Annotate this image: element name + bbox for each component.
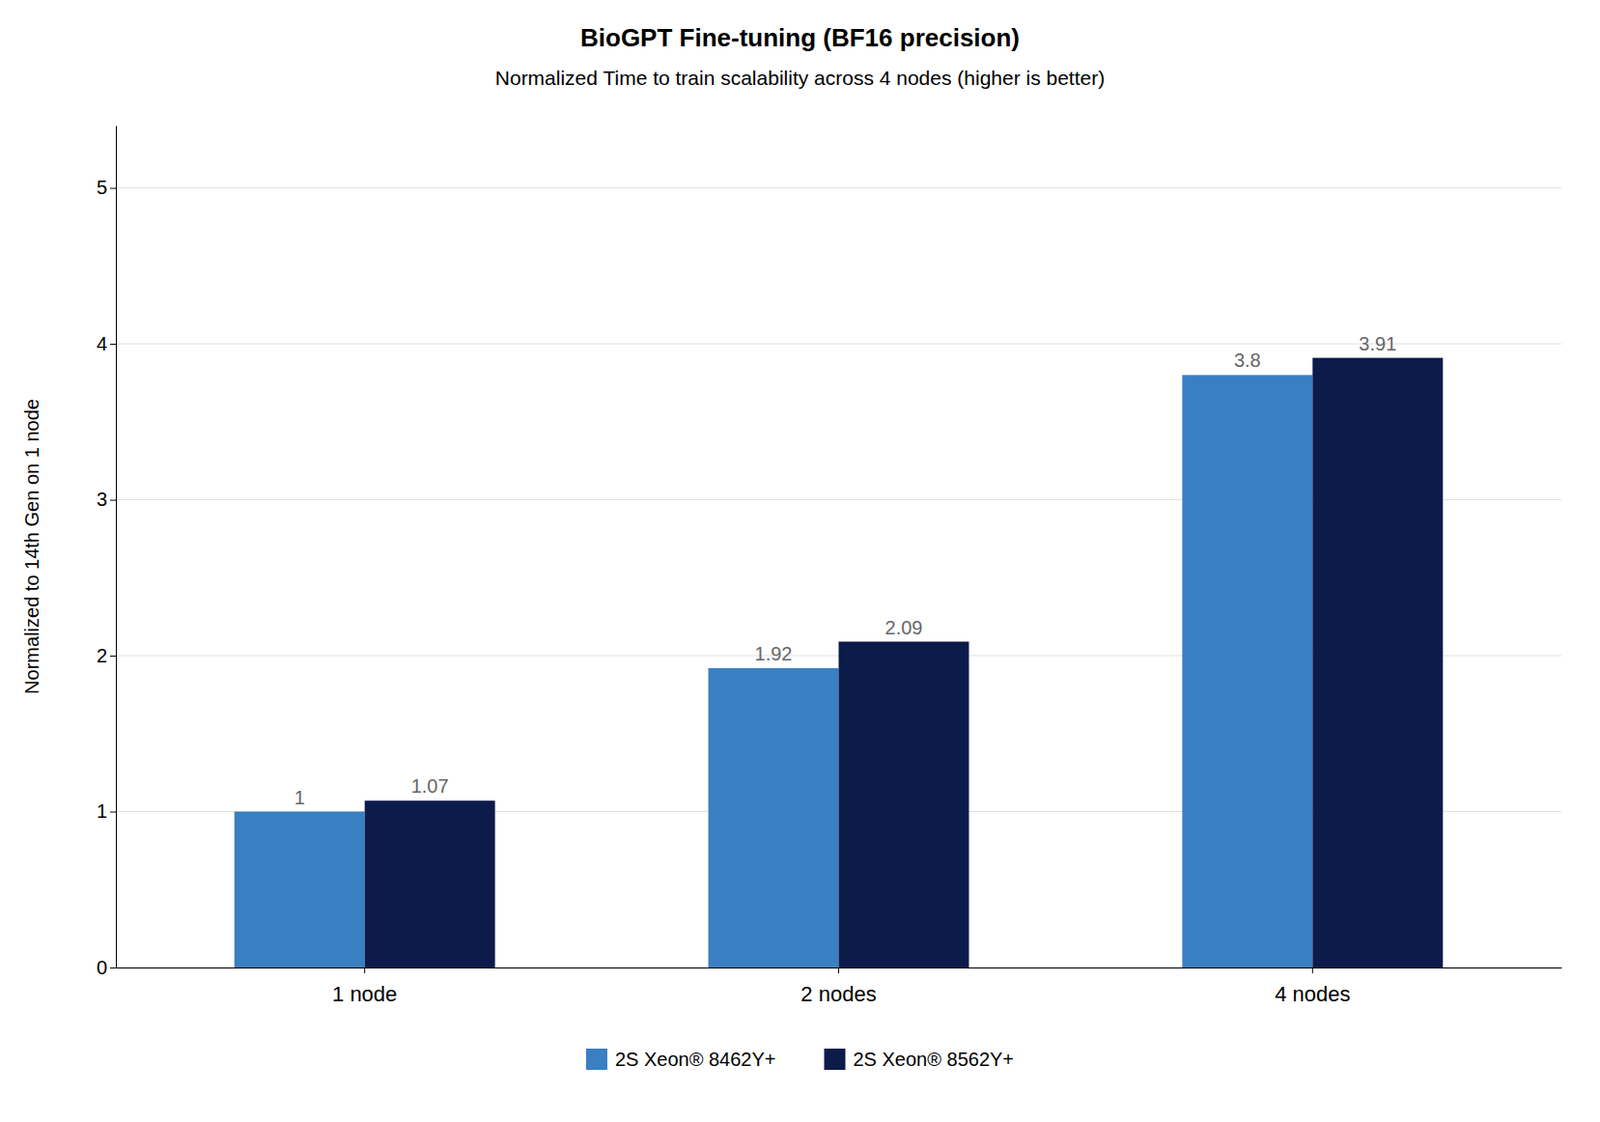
legend-label: 2S Xeon® 8562Y+ bbox=[853, 1048, 1015, 1070]
y-tick-label: 4 bbox=[96, 333, 108, 355]
plot: 1 1.92 3.8 1.07 2.09 3.91 0 1 2 3 4 5 1 node 2 nodes 4… bbox=[96, 126, 1563, 1008]
data-label: 3.91 bbox=[1358, 333, 1397, 355]
grid-line bbox=[115, 343, 1562, 345]
x-axis: 1 node 2 nodes 4 nodes bbox=[116, 967, 1563, 1007]
x-tick-label: 1 node bbox=[332, 982, 397, 1007]
y-tick-label: 3 bbox=[96, 488, 108, 510]
x-tick: 4 nodes bbox=[1274, 967, 1350, 1007]
bar bbox=[839, 642, 970, 968]
x-tick-label: 2 nodes bbox=[800, 982, 876, 1007]
title: BioGPT Fine-tuning (BF16 precision) bbox=[580, 23, 1020, 53]
y-tick: 0 bbox=[96, 956, 116, 979]
y-axis: 0 1 2 3 4 5 bbox=[96, 126, 117, 979]
grid-line bbox=[115, 187, 1562, 189]
bar bbox=[1181, 374, 1313, 968]
bar bbox=[708, 668, 840, 968]
y-axis-line bbox=[115, 126, 117, 969]
data-labels: 1 1.92 3.8 1.07 2.09 3.91 bbox=[294, 333, 1398, 809]
bars bbox=[234, 358, 1444, 968]
y-tick-mark bbox=[110, 655, 116, 657]
y-tick: 4 bbox=[96, 333, 116, 355]
y-tick-mark bbox=[110, 812, 116, 814]
x-tick-mark bbox=[364, 967, 365, 974]
y-tick: 5 bbox=[96, 176, 116, 198]
data-label: 3.8 bbox=[1234, 349, 1262, 371]
data-label: 1 bbox=[294, 786, 306, 809]
x-tick-label: 4 nodes bbox=[1274, 982, 1350, 1007]
legend-item: 2S Xeon® 8562Y+ bbox=[824, 1048, 1015, 1070]
x-tick-mark bbox=[838, 967, 840, 974]
subtitle: Normalized Time to train scalability acr… bbox=[495, 66, 1105, 89]
grid bbox=[115, 188, 1562, 968]
data-label: 1.92 bbox=[755, 643, 793, 665]
y-tick: 3 bbox=[96, 488, 116, 510]
y-tick-label: 1 bbox=[96, 800, 108, 822]
y-tick: 2 bbox=[96, 645, 116, 667]
y-tick: 1 bbox=[96, 800, 116, 822]
x-tick: 2 nodes bbox=[800, 967, 876, 1007]
legend-swatch bbox=[586, 1048, 608, 1070]
x-tick: 1 node bbox=[332, 967, 397, 1007]
data-label: 2.09 bbox=[885, 617, 924, 639]
bar bbox=[1312, 358, 1443, 968]
data-label: 1.07 bbox=[411, 775, 450, 797]
chart: 1 1.92 3.8 1.07 2.09 3.91 0 1 2 3 4 5 1 node 2 nodes 4… bbox=[0, 0, 1600, 1122]
series bbox=[234, 374, 1314, 968]
legend-item: 2S Xeon® 8462Y+ bbox=[586, 1048, 777, 1070]
y-tick-label: 0 bbox=[96, 956, 108, 979]
y-tick-mark bbox=[110, 967, 116, 969]
legend-swatch bbox=[824, 1048, 846, 1070]
legend-label: 2S Xeon® 8462Y+ bbox=[615, 1048, 777, 1070]
legend: 2S Xeon® 8462Y+ 2S Xeon® 8562Y+ bbox=[586, 1048, 1014, 1070]
y-tick-label: 5 bbox=[96, 176, 108, 198]
y-tick-mark bbox=[110, 500, 116, 502]
y-tick-mark bbox=[110, 188, 116, 190]
x-tick-mark bbox=[1312, 967, 1314, 974]
bar bbox=[364, 800, 496, 968]
bar bbox=[234, 812, 365, 968]
series bbox=[364, 358, 1444, 968]
y-axis-title: Normalized to 14th Gen on 1 node bbox=[21, 398, 43, 695]
y-tick-label: 2 bbox=[96, 645, 108, 667]
y-tick-mark bbox=[110, 343, 116, 345]
